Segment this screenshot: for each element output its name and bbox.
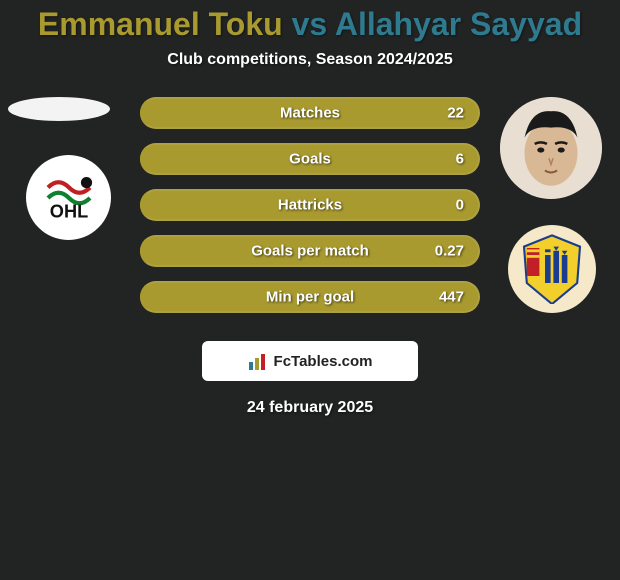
stat-bars: Matches 22 Goals 6 Hattricks 0 Goals per match… (140, 97, 480, 327)
bar-value-right: 6 (456, 151, 464, 168)
bar-label: Goals per match (251, 243, 369, 260)
fctables-badge[interactable]: FcTables.com (202, 341, 418, 381)
bar-label: Goals (289, 151, 331, 168)
comparison-title: Emmanuel Toku vs Allahyar Sayyad (0, 0, 620, 43)
bar-fill-left (140, 189, 147, 221)
player2-club-logo (508, 225, 596, 313)
stat-bar: Min per goal 447 (140, 281, 480, 313)
svg-text:OHL: OHL (49, 201, 87, 221)
player2-name: Allahyar Sayyad (335, 6, 582, 42)
bar-fill-left (140, 235, 147, 267)
subtitle: Club competitions, Season 2024/2025 (0, 51, 620, 69)
stat-bar: Matches 22 (140, 97, 480, 129)
ohl-logo-icon: OHL (34, 163, 104, 233)
fctables-label: FcTables.com (274, 353, 373, 370)
bar-label: Matches (280, 105, 340, 122)
player1-photo (8, 97, 110, 121)
westerlo-crest-icon (517, 234, 587, 304)
bar-label: Min per goal (266, 289, 354, 306)
date-text: 24 february 2025 (0, 399, 620, 417)
player1-club-logo: OHL (26, 155, 111, 240)
bar-label: Hattricks (278, 197, 342, 214)
bar-value-right: 0 (456, 197, 464, 214)
bar-value-right: 0.27 (435, 243, 464, 260)
vs-text: vs (292, 6, 328, 42)
comparison-area: OHL Matches22Goals6Hat (0, 97, 620, 327)
bar-value-right: 447 (439, 289, 464, 306)
stat-bar: Goals 6 (140, 143, 480, 175)
bar-chart-icon (248, 352, 268, 370)
bar-fill-left (140, 281, 147, 313)
bar-value-right: 22 (447, 105, 464, 122)
bar-fill-left (140, 143, 147, 175)
player2-photo (500, 97, 602, 199)
player2-face-icon (500, 97, 602, 199)
stat-bar: Hattricks 0 (140, 189, 480, 221)
player1-name: Emmanuel Toku (38, 6, 283, 42)
stat-bar: Goals per match 0.27 (140, 235, 480, 267)
bar-fill-left (140, 97, 147, 129)
